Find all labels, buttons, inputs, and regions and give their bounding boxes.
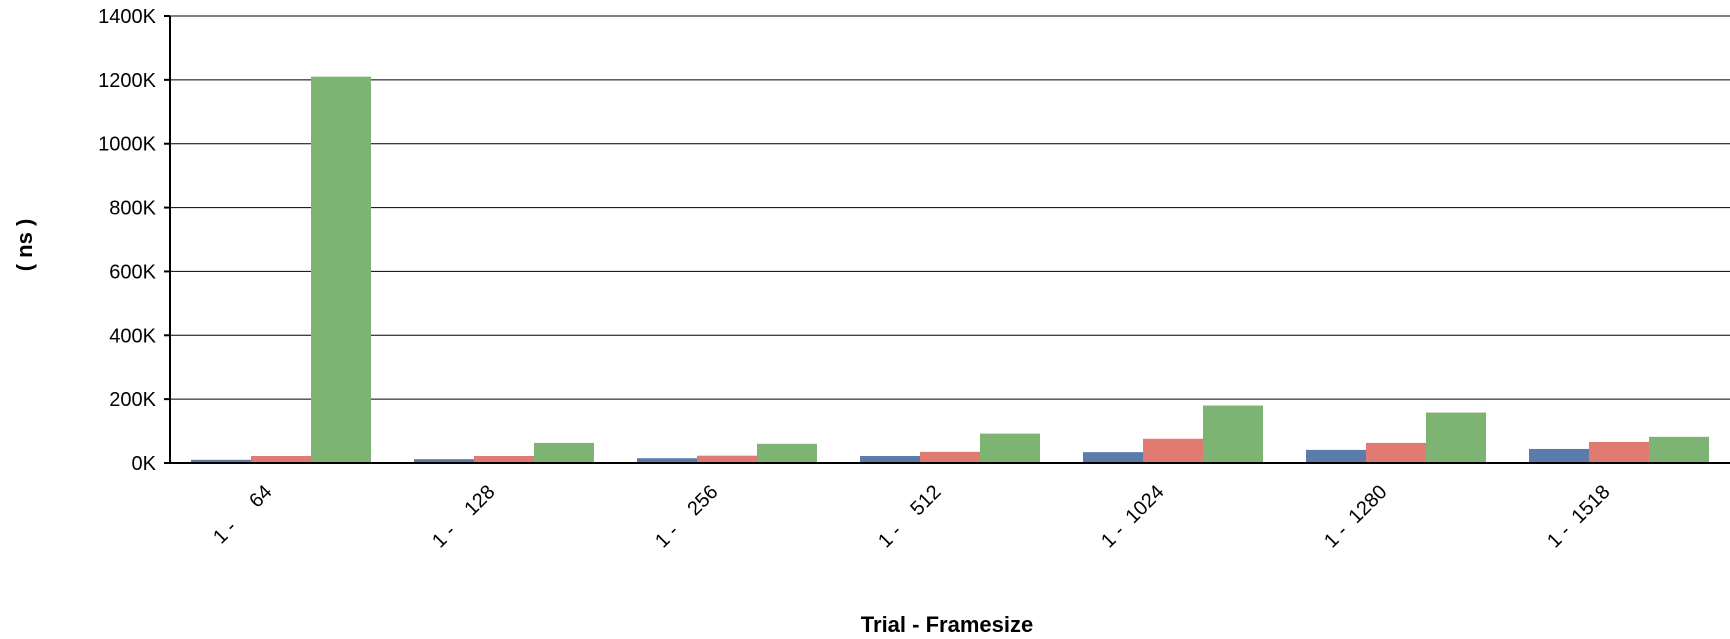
bar <box>757 443 817 463</box>
bar <box>1589 441 1649 463</box>
bar <box>1529 448 1589 463</box>
y-tick-label: 0K <box>132 453 157 475</box>
bar <box>637 458 697 463</box>
axes <box>164 15 1730 464</box>
bar <box>697 455 757 463</box>
x-tick-label: 1 - 64 <box>209 481 276 548</box>
x-tick-label: 1 - 1280 <box>1320 481 1391 552</box>
y-tick-label: 800K <box>109 198 156 220</box>
bar <box>251 455 311 463</box>
bar <box>860 455 920 463</box>
x-axis-title: Trial - Framesize <box>861 612 1033 637</box>
y-tick-label: 600K <box>109 261 156 283</box>
bar <box>920 451 980 463</box>
bars <box>191 76 1709 464</box>
y-tick-label: 200K <box>109 389 156 411</box>
bar <box>414 459 474 463</box>
bar <box>1426 412 1486 463</box>
bar <box>191 459 251 463</box>
x-tick-labels: 1 - 64 1 - 128 1 - 256 1 - 512 1 - 1024 1 - 1… <box>209 481 1614 552</box>
bar <box>1649 436 1709 463</box>
y-tick-label: 400K <box>109 325 156 347</box>
bar <box>1083 452 1143 463</box>
bar <box>474 455 534 463</box>
x-tick-label: 1 - 1024 <box>1097 481 1168 552</box>
bar <box>1143 438 1203 463</box>
gridlines <box>170 15 1730 400</box>
bar <box>534 442 594 463</box>
y-axis-title: ( ns ) <box>12 219 37 272</box>
bar <box>1366 442 1426 463</box>
y-tick-label: 1200K <box>98 70 156 92</box>
bar <box>1203 405 1263 463</box>
bar <box>980 433 1040 463</box>
x-tick-label: 1 - 128 <box>428 481 499 552</box>
y-tick-label: 1000K <box>98 134 156 156</box>
y-tick-labels: 0K 200K 400K 600K 800K 1000K 1200K 1400K <box>98 6 156 475</box>
bar <box>1306 449 1366 463</box>
y-tick-label: 1400K <box>98 6 156 28</box>
x-tick-label: 1 - 256 <box>651 481 722 552</box>
bar <box>311 76 371 464</box>
x-tick-label: 1 - 1518 <box>1543 481 1614 552</box>
x-tick-label: 1 - 512 <box>874 481 945 552</box>
